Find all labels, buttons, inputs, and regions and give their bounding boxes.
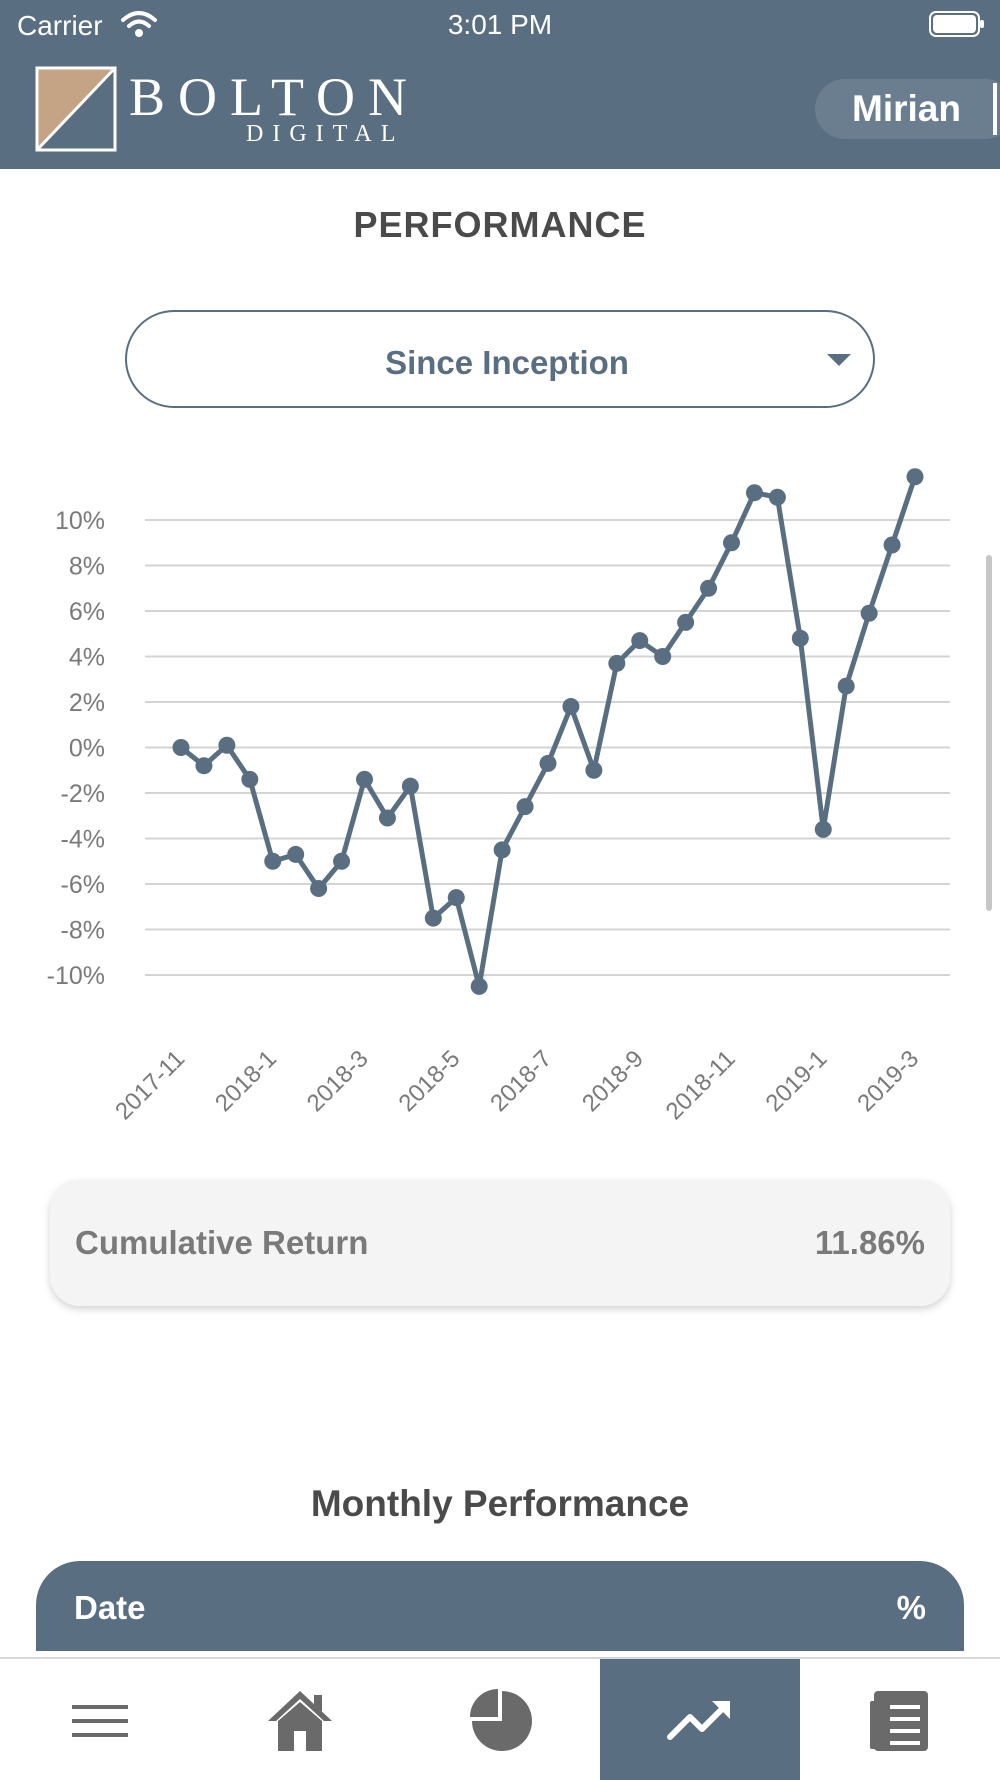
y-tick-label: -2% <box>61 780 105 808</box>
menu-icon <box>72 1705 128 1737</box>
data-point <box>906 468 924 486</box>
period-dropdown-value: Since Inception <box>385 344 629 381</box>
data-point <box>883 536 901 554</box>
period-dropdown[interactable]: Since Inception <box>125 310 875 408</box>
y-tick-label: 4% <box>69 644 105 672</box>
tab-portfolio[interactable] <box>400 1659 600 1780</box>
data-point <box>378 809 396 827</box>
bottom-tab-bar <box>0 1657 1000 1780</box>
x-tick-label: 2019-1 <box>761 1045 833 1117</box>
carrier-label: Carrier <box>17 10 103 41</box>
trending-up-icon <box>667 1701 730 1740</box>
bolton-digital-logo: BOLTON DIGITAL <box>35 66 420 152</box>
tab-menu[interactable] <box>0 1659 200 1780</box>
data-point <box>768 488 786 506</box>
data-point <box>677 613 695 631</box>
data-point <box>516 798 534 816</box>
y-tick-label: 0% <box>69 735 105 763</box>
data-point <box>654 648 672 665</box>
data-point <box>493 841 511 859</box>
column-header-date: Date <box>74 1589 146 1626</box>
logo-mark-icon <box>35 66 117 152</box>
pill-divider <box>993 83 997 135</box>
cumulative-return-value: 11.86% <box>814 1224 925 1261</box>
monthly-performance-title: Monthly Performance <box>310 1483 690 1524</box>
x-tick-label: 2018-1 <box>210 1045 282 1117</box>
caret-down-icon <box>827 354 851 366</box>
document-list-icon <box>870 1691 928 1751</box>
status-time: 3:01 PM <box>447 9 553 40</box>
x-tick-label: 2019-3 <box>852 1045 924 1117</box>
data-point <box>837 677 855 695</box>
tab-documents[interactable] <box>800 1659 1000 1780</box>
data-point <box>631 632 649 650</box>
app-header: Carrier 3:01 PM BOLTON DIGITAL Mirian <box>0 0 1000 169</box>
x-tick-label: 2018-11 <box>661 1045 741 1120</box>
logo-wordmark: BOLTON <box>129 67 421 127</box>
data-point <box>241 770 259 788</box>
data-point <box>723 534 740 552</box>
data-point <box>585 761 603 779</box>
data-point <box>745 484 763 502</box>
x-tick-label: 2018-5 <box>394 1045 466 1117</box>
data-point <box>401 777 419 795</box>
data-point <box>287 845 305 863</box>
y-tick-label: -6% <box>61 871 105 899</box>
data-point <box>333 852 351 870</box>
y-tick-label: 2% <box>69 689 105 717</box>
y-tick-label: 8% <box>69 553 105 581</box>
performance-line-chart: 10% 8% 6% 4% 2% 0% -2% -4% -6% -8% -10% 2017-11 2018… <box>47 468 950 1120</box>
data-point <box>470 977 488 995</box>
home-icon <box>268 1691 332 1751</box>
tab-home[interactable] <box>200 1659 400 1780</box>
data-point <box>860 604 878 622</box>
data-point <box>310 880 328 898</box>
logo-subtitle: DIGITAL <box>246 121 405 147</box>
page-title: PERFORMANCE <box>353 204 647 245</box>
cumulative-return-label: Cumulative Return <box>75 1224 369 1261</box>
x-tick-label: 2018-7 <box>485 1045 557 1117</box>
data-point <box>424 909 442 927</box>
data-point <box>814 820 832 838</box>
data-point <box>172 739 190 756</box>
tab-performance[interactable] <box>600 1659 800 1780</box>
column-header-percent: % <box>896 1589 926 1626</box>
data-point <box>447 889 465 907</box>
status-bar: Carrier 3:01 PM <box>0 0 1000 50</box>
user-name-button[interactable]: Mirian <box>815 79 1000 139</box>
x-tick-label: 2018-9 <box>577 1045 649 1117</box>
y-tick-label: 10% <box>55 507 105 535</box>
y-tick-label: -8% <box>61 917 105 945</box>
data-point <box>608 654 626 672</box>
battery-icon <box>929 11 984 37</box>
data-point <box>562 698 580 716</box>
y-tick-label: -4% <box>61 826 105 854</box>
data-point <box>356 770 373 788</box>
data-point <box>195 757 213 775</box>
pie-chart-icon <box>470 1689 532 1751</box>
data-point <box>791 629 809 647</box>
data-point <box>264 852 282 870</box>
x-tick-label: 2018-3 <box>302 1045 374 1117</box>
monthly-table-header: Date % <box>36 1561 964 1651</box>
wifi-icon <box>121 11 157 37</box>
scrollbar[interactable] <box>986 555 992 911</box>
series-line <box>179 475 918 988</box>
data-point <box>539 754 557 772</box>
cumulative-return-card: Cumulative Return 11.86% <box>50 1180 950 1306</box>
data-point <box>218 736 236 754</box>
x-tick-label: 2017-11 <box>110 1045 190 1120</box>
y-tick-label: -10% <box>47 962 105 990</box>
data-point <box>700 579 718 597</box>
y-tick-label: 6% <box>69 598 105 626</box>
